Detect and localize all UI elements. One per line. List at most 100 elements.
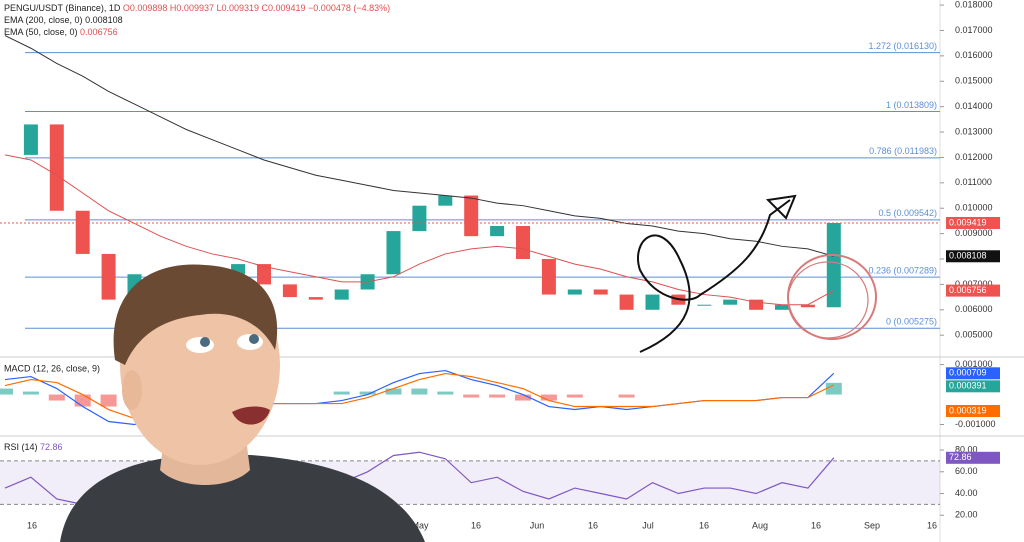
y-tick-label: 60.00 <box>955 466 978 476</box>
y-tick-label: -0.001000 <box>955 419 996 429</box>
candle <box>826 222 841 308</box>
histogram-bar <box>463 394 480 398</box>
rsi-value: 72.86 <box>40 442 63 452</box>
ema-value: 0.008108 <box>85 15 123 25</box>
candle <box>645 294 660 310</box>
ear <box>122 370 142 410</box>
price-tag-label: 0.000391 <box>949 381 987 391</box>
histogram-bar <box>333 391 350 395</box>
candle <box>516 226 530 260</box>
y-tick-label: 0.007000 <box>955 279 993 289</box>
y-tick-label: 0.005000 <box>955 330 993 340</box>
x-tick-label: 16 <box>471 520 481 530</box>
mouth <box>232 406 270 425</box>
y-tick-label: 0.016000 <box>955 50 993 60</box>
y-tick-label: 0.010000 <box>955 203 993 213</box>
y-tick-label: 0.011000 <box>955 177 992 187</box>
candle <box>567 289 582 295</box>
ema-legend: EMA (200, close, 0) 0.008108 <box>4 15 123 25</box>
y-tick-label: 0.018000 <box>955 0 993 9</box>
fib-label: 0 (0.005275) <box>886 317 937 327</box>
price-tag-label: 0.000319 <box>949 405 987 415</box>
x-tick-label: 16 <box>27 520 37 530</box>
histogram-bar <box>48 394 65 401</box>
y-tick-label: 0.013000 <box>955 126 993 136</box>
candle <box>749 299 764 310</box>
ema-name: EMA (50, close, 0) <box>4 27 78 37</box>
histogram-bar <box>540 394 557 401</box>
person-photo <box>60 264 425 542</box>
histogram-bar <box>22 391 39 395</box>
x-tick-label: Jun <box>530 520 545 530</box>
price-tag <box>946 404 1000 417</box>
ohlc: O0.009898 H0.009937 L0.009319 C0.009419 … <box>123 3 390 13</box>
arrow-head <box>765 194 797 220</box>
candle <box>386 231 401 275</box>
price-tag-label: 72.86 <box>949 452 972 462</box>
candle <box>75 210 90 254</box>
macd-title: MACD (12, 26, close, 9) <box>4 363 100 373</box>
candle <box>101 253 116 300</box>
candle <box>697 304 712 306</box>
x-tick-label: May <box>411 520 429 530</box>
price-tag <box>946 284 1000 297</box>
candle <box>800 304 815 308</box>
annotations <box>637 194 877 353</box>
ema-line <box>4 154 835 306</box>
price-tag-label: 0.009419 <box>949 217 987 227</box>
x-tick-label: Aug <box>752 520 768 530</box>
y-tick-label: 0.012000 <box>955 152 993 162</box>
candle <box>282 284 297 298</box>
candle <box>49 124 64 211</box>
x-tick-label: 16 <box>699 520 709 530</box>
histogram-bar <box>437 391 454 395</box>
symbol: PENGU/USDT (Binance), 1D <box>4 3 121 13</box>
drawn-circle <box>787 261 869 339</box>
fib-label: 0.786 (0.011983) <box>869 146 937 156</box>
y-tick-label: 0.017000 <box>955 25 993 35</box>
candle <box>23 124 38 155</box>
price-tag-label: 0.000709 <box>949 368 987 378</box>
candle <box>308 297 323 300</box>
histogram-bar <box>411 388 428 395</box>
drawn-arrow <box>637 199 791 353</box>
price-tag-label: 0.008108 <box>949 251 987 261</box>
histogram-bar <box>359 391 376 395</box>
x-tick-label: 16 <box>927 520 937 530</box>
candle <box>438 195 453 206</box>
histogram-bar <box>618 394 635 398</box>
pupil <box>200 337 210 347</box>
candle <box>231 264 246 275</box>
hair <box>113 264 278 365</box>
candle <box>593 289 608 295</box>
price-tag <box>946 216 1000 229</box>
histogram-bar <box>100 394 117 407</box>
y-tick-label: 0.009000 <box>955 228 993 238</box>
x-tick-label: Sep <box>864 520 880 530</box>
candle <box>490 226 505 237</box>
histogram-bar <box>515 394 531 401</box>
candle <box>412 205 427 232</box>
price-tag <box>946 380 1000 393</box>
pupil <box>249 334 259 344</box>
fib-label: 0.236 (0.007289) <box>868 265 937 275</box>
histogram-bar <box>489 394 506 398</box>
candle <box>775 304 789 310</box>
price-tag <box>946 451 1000 464</box>
histogram-bar <box>825 382 842 395</box>
histogram-bar <box>566 394 583 398</box>
candle <box>334 289 349 300</box>
price-tag-label: 0.006756 <box>949 285 987 295</box>
y-tick-label: 0.015000 <box>955 76 993 86</box>
y-tick-label: 20.00 <box>955 510 978 520</box>
fib-label: 0.5 (0.009542) <box>878 208 937 218</box>
y-tick-label: 40.00 <box>955 488 978 498</box>
rsi-title: RSI (14) 72.86 <box>4 442 63 452</box>
candle <box>723 299 738 305</box>
y-tick-label: 0.001000 <box>955 359 993 369</box>
fib-label: 1.272 (0.016130) <box>868 41 937 51</box>
chart-title: PENGU/USDT (Binance), 1D O0.009898 H0.00… <box>4 3 390 13</box>
ema-name: EMA (200, close, 0) <box>4 15 83 25</box>
